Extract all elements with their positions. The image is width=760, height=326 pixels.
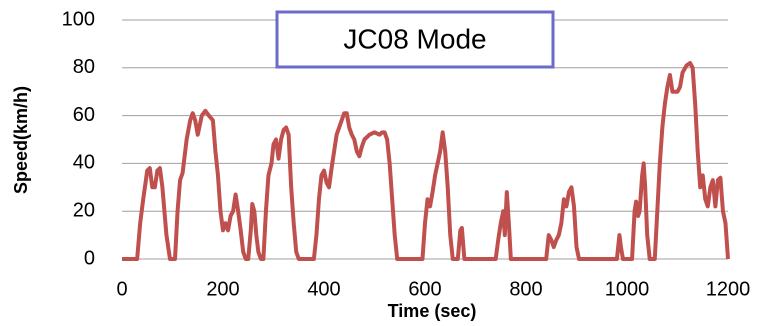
title-box <box>275 10 555 69</box>
y-axis-label: Speed(km/h) <box>11 86 31 194</box>
y-tick-label: 80 <box>73 56 95 78</box>
x-tick-label: 400 <box>307 278 340 300</box>
x-tick-label: 0 <box>116 278 127 300</box>
y-tick-label: 60 <box>73 104 95 126</box>
y-tick-label: 40 <box>73 152 95 174</box>
y-tick-label: 20 <box>73 199 95 221</box>
x-tick-label: 1000 <box>605 278 650 300</box>
data-line <box>122 61 730 261</box>
x-tick-label: 1200 <box>706 278 751 300</box>
x-tick-label: 200 <box>206 278 239 300</box>
y-tick-label: 100 <box>62 8 95 30</box>
y-tick-label: 0 <box>84 247 95 269</box>
x-tick-label: 600 <box>408 278 441 300</box>
chart-title: JC08 Mode <box>343 23 486 54</box>
x-axis-label: Time (sec) <box>388 301 477 321</box>
x-tick-label: 800 <box>509 278 542 300</box>
